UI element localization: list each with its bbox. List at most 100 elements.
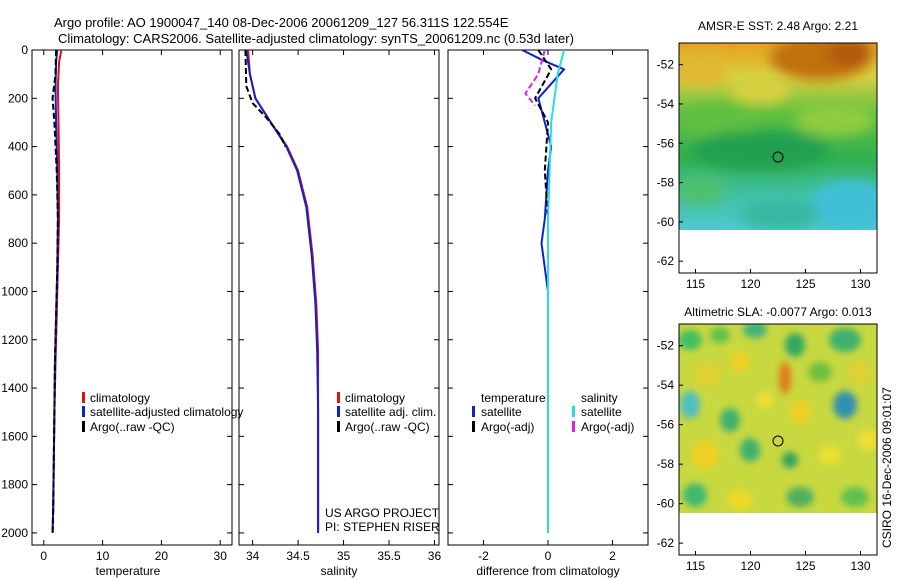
map-x-tick-label: 115	[686, 559, 705, 573]
x-tick-label: 30	[214, 549, 228, 563]
temperature-profiles	[51, 49, 63, 533]
sla-float-marker	[772, 435, 784, 447]
series-line-salinity-argo-adj-	[524, 49, 546, 107]
x-tick-label: 0	[545, 549, 552, 563]
legend-swatch-argo	[337, 421, 340, 432]
legend-label-argo: Argo(..raw -QC)	[345, 420, 430, 434]
legend-label-climatology: climatology	[345, 391, 405, 405]
difference-legend: temperature satellite Argo(-adj) salinit…	[472, 391, 634, 434]
map-y-tick-label: -58	[657, 457, 675, 471]
legend-label-sal-argo: Argo(-adj)	[581, 420, 634, 434]
map-y-tick-label: -52	[657, 339, 675, 353]
x-tick-label: -2	[478, 549, 489, 563]
legend-swatch-sal-satellite	[572, 406, 575, 417]
x-tick-label: 34	[246, 549, 260, 563]
y-tick-label: 1000	[1, 284, 28, 298]
pi-credit: PI: STEPHEN RISER	[325, 520, 440, 534]
salinity-axes-frame	[238, 49, 440, 546]
temperature-legend: climatology satellite-adjusted climatolo…	[82, 391, 243, 434]
project-credit: US ARGO PROJECT	[325, 506, 440, 520]
figure-subtitle: Climatology: CARS2006. Satellite-adjuste…	[58, 31, 574, 46]
map-x-tick-label: 120	[740, 277, 760, 291]
legend-swatch-satellite	[337, 406, 340, 417]
x-tick-label: 10	[96, 549, 110, 563]
sla-map-title: Altimetric SLA: -0.0077 Argo: 0.013	[684, 305, 872, 319]
y-tick-label: 1200	[1, 333, 28, 347]
y-tick-label: 1600	[1, 429, 28, 443]
sst-heatmap	[679, 43, 877, 230]
sst-map-axes: 115 120 125 130 -52 -54 -56 -58 -60 -62	[657, 58, 871, 291]
legend-label-sal-satellite: satellite	[581, 405, 622, 419]
series-line-argo-raw-qc-	[51, 49, 59, 533]
map-y-tick-label: -62	[657, 536, 675, 550]
sst-map-frame	[678, 42, 878, 274]
salinity-panel: 34 34.5 35 35.5 36 salinity climatology sate…	[238, 49, 442, 578]
temperature-x-axis: 0 10 20 30	[40, 50, 227, 563]
legend-heading-salinity: salinity	[581, 391, 618, 405]
x-tick-label: 20	[155, 549, 169, 563]
map-x-tick-label: 120	[740, 559, 760, 573]
y-tick-label: 1800	[1, 478, 28, 492]
legend-heading-temperature: temperature	[481, 391, 546, 405]
map-x-tick-label: 130	[850, 559, 870, 573]
x-tick-label: 35	[337, 549, 351, 563]
temperature-xlabel: temperature	[96, 564, 161, 578]
x-tick-label: 36	[428, 549, 442, 563]
salinity-x-axis: 34 34.5 35 35.5 36	[239, 49, 442, 563]
map-y-tick-label: -60	[657, 497, 675, 511]
legend-label-satellite: satellite-adjusted climatology	[90, 405, 243, 419]
map-y-tick-label: -54	[657, 378, 675, 392]
map-y-tick-label: -56	[657, 136, 675, 150]
map-y-tick-label: -62	[657, 254, 675, 268]
series-line-temperature-satellite	[521, 49, 566, 533]
salinity-xlabel: salinity	[321, 564, 358, 578]
y-tick-label: 1400	[1, 381, 28, 395]
map-x-tick-label: 125	[795, 277, 815, 291]
difference-panel: -2 0 2 difference from climatology tempera…	[447, 49, 649, 578]
legend-swatch-climatology	[337, 392, 340, 403]
map-y-tick-label: -54	[657, 97, 675, 111]
difference-profiles	[521, 49, 566, 533]
legend-swatch-satellite	[82, 406, 85, 417]
legend-label-temp-satellite: satellite	[481, 405, 522, 419]
y-tick-label: 400	[8, 140, 28, 154]
x-tick-label: 35.5	[377, 549, 401, 563]
y-tick-label: 200	[8, 91, 28, 105]
series-line-climatology	[247, 49, 320, 533]
legend-swatch-climatology	[82, 392, 85, 403]
sla-map-panel: Altimetric SLA: -0.0077 Argo: 0.013	[657, 305, 878, 573]
map-x-tick-label: 125	[795, 559, 815, 573]
series-line-argo-raw-qc-	[244, 49, 287, 148]
sst-map-panel: AMSR-E SST: 2.48 Argo: 2.21 115 120 125 130…	[657, 19, 878, 291]
y-tick-label: 0	[21, 43, 28, 57]
y-tick-label: 2000	[1, 526, 28, 540]
legend-label-argo: Argo(..raw -QC)	[90, 420, 175, 434]
legend-label-satellite: satellite adj. clim.	[345, 405, 436, 419]
y-tick-label: 800	[8, 236, 28, 250]
sst-float-marker	[772, 151, 784, 163]
map-x-tick-label: 130	[850, 277, 870, 291]
temperature-panel: 0 200 400 600 800 1000 1200 1400 1600 1800 2000 0 1…	[1, 43, 243, 578]
sla-heatmap	[679, 324, 877, 513]
map-y-tick-label: -60	[657, 215, 675, 229]
map-y-tick-label: -56	[657, 418, 675, 432]
map-x-tick-label: 115	[686, 277, 705, 291]
temperature-axes-frame	[31, 49, 233, 546]
csiro-stamp: CSIRO 16-Dec-2006 09:01:07	[880, 387, 894, 548]
legend-swatch-argo	[82, 421, 85, 432]
x-tick-label: 2	[609, 549, 616, 563]
figure-title: Argo profile: AO 1900047_140 08-Dec-2006…	[54, 15, 509, 30]
sst-map-title: AMSR-E SST: 2.48 Argo: 2.21	[698, 19, 858, 33]
map-y-tick-label: -52	[657, 58, 675, 72]
depth-axis: 0 200 400 600 800 1000 1200 1400 1600 1800 2000	[1, 43, 232, 540]
difference-xlabel: difference from climatology	[476, 564, 619, 578]
y-tick-label: 600	[8, 188, 28, 202]
legend-label-climatology: climatology	[90, 391, 150, 405]
legend-swatch-temp-satellite	[472, 406, 475, 417]
difference-x-axis: -2 0 2	[448, 49, 648, 563]
map-y-tick-label: -58	[657, 176, 675, 190]
legend-swatch-temp-argo	[472, 421, 475, 432]
x-tick-label: 34.5	[286, 549, 310, 563]
sla-map-axes: 115 120 125 130 -52 -54 -56 -58 -60 -62	[657, 339, 871, 573]
